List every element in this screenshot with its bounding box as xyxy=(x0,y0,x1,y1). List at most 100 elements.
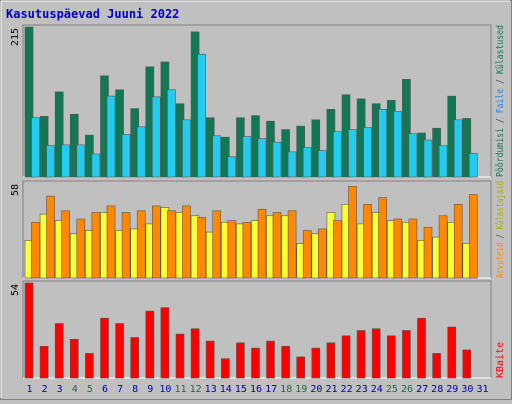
bar-arvuteid-day-30 xyxy=(468,194,478,279)
bar-kbaite-day-12 xyxy=(190,328,200,379)
bar-arvuteid-day-8 xyxy=(136,210,146,279)
bar-pöördumisi-day-7 xyxy=(115,89,124,178)
bar-arvuteid-day-5 xyxy=(91,212,101,279)
day-label-21: 21 xyxy=(325,384,337,395)
bar-faile-day-13 xyxy=(212,135,221,178)
bar-kbaite-day-2 xyxy=(39,345,49,379)
bar-arvuteid-day-1 xyxy=(31,222,40,279)
bar-arvuteid-day-11 xyxy=(182,205,191,279)
bar-faile-day-6 xyxy=(106,95,116,178)
bar-kbaite-day-10 xyxy=(160,307,170,379)
bar-faile-day-22 xyxy=(348,129,357,178)
bar-arvuteid-day-18 xyxy=(287,210,297,279)
bar-faile-day-25 xyxy=(393,111,403,178)
legend-part-3: Faile xyxy=(495,89,506,114)
legend-part-2: / xyxy=(495,230,506,243)
bar-arvuteid-day-14 xyxy=(227,220,237,279)
bar-arvuteid-day-27 xyxy=(423,226,433,279)
bar-kbaite-day-23 xyxy=(356,330,366,379)
chart-panels: 215 Pöördumisi / Faile / Külastused 58 Arvu… xyxy=(10,24,506,379)
legend-part-2: / xyxy=(495,113,506,128)
bar-kbaite-day-19 xyxy=(296,356,306,379)
bar-kbaite-day-4 xyxy=(70,338,79,379)
bar-kbaite-day-15 xyxy=(236,342,245,379)
bar-faile-day-27 xyxy=(423,139,433,178)
bar-faile-day-28 xyxy=(438,145,448,178)
day-label-1: 1 xyxy=(26,384,32,395)
day-label-2: 2 xyxy=(42,384,48,395)
bar-faile-day-26 xyxy=(408,133,418,178)
y-max-label: 215 xyxy=(10,28,21,46)
bar-arvuteid-day-15 xyxy=(242,222,252,279)
day-label-5: 5 xyxy=(87,384,93,395)
bar-kbaite-day-25 xyxy=(386,335,396,379)
bar-arvuteid-day-17 xyxy=(272,212,282,279)
bar-kbaite-day-9 xyxy=(145,310,155,379)
day-label-11: 11 xyxy=(174,384,186,395)
day-label-24: 24 xyxy=(371,384,383,395)
bar-kbaite-day-8 xyxy=(130,337,139,379)
bar-kbaite-day-13 xyxy=(205,340,215,379)
day-label-13: 13 xyxy=(205,384,217,395)
bar-pöördumisi-day-26 xyxy=(402,79,411,178)
day-label-20: 20 xyxy=(310,384,322,395)
bar-faile-day-15 xyxy=(242,136,252,178)
bar-arvuteid-day-20 xyxy=(317,228,327,279)
bar-faile-day-9 xyxy=(152,96,161,178)
day-label-3: 3 xyxy=(57,384,63,395)
bar-arvuteid-day-23 xyxy=(363,204,372,279)
day-label-6: 6 xyxy=(102,384,108,395)
bar-kbaite-day-22 xyxy=(341,335,351,379)
bar-arvuteid-day-6 xyxy=(106,205,116,279)
bar-kbaite-day-28 xyxy=(432,353,441,379)
chart-title: Kasutuspäevad Juuni 2022 xyxy=(6,7,179,21)
panel-1: 215 Pöördumisi / Faile / Külastused xyxy=(10,24,506,178)
panel-3: 54 KBaite xyxy=(10,280,506,379)
bar-arvuteid-day-26 xyxy=(408,218,418,279)
day-label-28: 28 xyxy=(431,384,443,395)
bar-arvuteid-day-2 xyxy=(46,195,55,279)
bar-faile-day-10 xyxy=(167,89,176,178)
bar-arvuteid-day-29 xyxy=(453,204,463,279)
bar-kbaite-day-5 xyxy=(85,353,94,379)
bar-faile-day-30 xyxy=(468,153,478,178)
day-label-8: 8 xyxy=(132,384,138,395)
bar-kbaite-day-20 xyxy=(311,347,321,379)
day-label-25: 25 xyxy=(386,384,398,395)
day-label-31: 31 xyxy=(476,384,488,395)
bar-arvuteid-day-4 xyxy=(76,218,86,279)
bar-arvuteid-day-16 xyxy=(257,208,267,279)
bar-faile-day-3 xyxy=(61,144,71,178)
bar-faile-day-21 xyxy=(333,131,342,178)
day-label-29: 29 xyxy=(446,384,458,395)
bar-pöördumisi-day-1 xyxy=(24,26,34,178)
day-label-23: 23 xyxy=(356,384,368,395)
day-label-30: 30 xyxy=(461,384,473,395)
bar-arvuteid-day-12 xyxy=(197,217,206,279)
bar-kbaite-day-17 xyxy=(266,340,275,379)
bar-kbaite-day-16 xyxy=(251,347,260,379)
bar-faile-day-14 xyxy=(227,156,237,178)
day-label-26: 26 xyxy=(401,384,413,395)
bar-kbaite-day-7 xyxy=(115,323,124,379)
bar-faile-day-12 xyxy=(197,53,206,178)
bar-kbaite-day-3 xyxy=(54,323,64,379)
bar-faile-day-5 xyxy=(91,153,101,178)
legend-part-3: Külastajaid xyxy=(495,181,506,230)
day-label-18: 18 xyxy=(280,384,292,395)
day-label-10: 10 xyxy=(159,384,171,395)
bar-kbaite-day-30 xyxy=(462,349,472,379)
day-label-12: 12 xyxy=(190,384,202,395)
legend-part-1: KBaite xyxy=(495,342,506,378)
bar-pöördumisi-day-3 xyxy=(54,91,64,178)
bar-faile-day-2 xyxy=(46,145,55,178)
bar-kbaite-day-21 xyxy=(326,342,336,379)
legend-part-5: Külastused xyxy=(495,25,506,74)
bar-kbaite-day-1 xyxy=(24,282,34,379)
bar-kbaite-day-11 xyxy=(175,333,185,379)
bar-faile-day-23 xyxy=(363,127,372,178)
day-label-7: 7 xyxy=(117,384,123,395)
bar-faile-day-8 xyxy=(136,126,146,178)
bar-arvuteid-day-21 xyxy=(333,220,342,279)
